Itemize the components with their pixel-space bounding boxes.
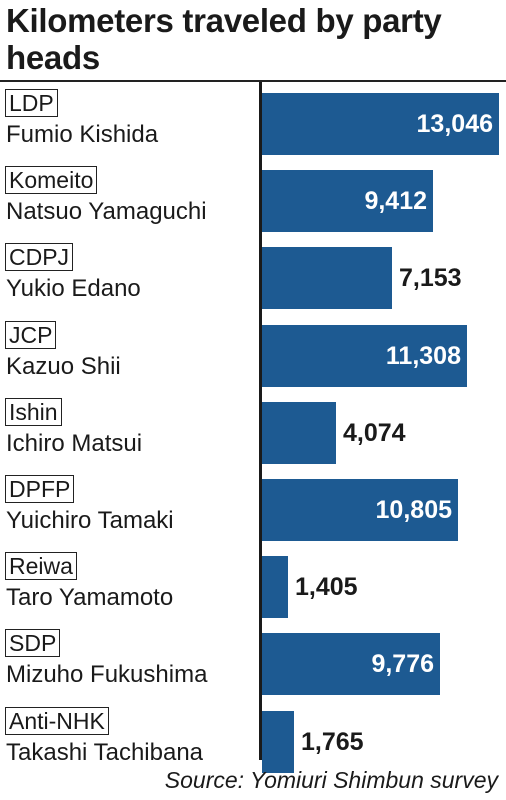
leader-label: Taro Yamamoto	[6, 584, 174, 612]
bar	[262, 170, 433, 233]
bar	[262, 710, 294, 773]
leader-label: Takashi Tachibana	[6, 738, 204, 766]
leader-label: Ichiro Matsui	[6, 429, 143, 457]
bar-row: Komeito Natsuo Yamaguchi 9,412	[0, 161, 506, 239]
leader-label: Natsuo Yamaguchi	[6, 198, 207, 226]
bar-value-label: 9,776	[371, 650, 434, 679]
chart-title: Kilometers traveled by party heads	[6, 2, 442, 76]
bar-value-label: 7,153	[399, 264, 462, 293]
leader-label: Fumio Kishida	[6, 121, 159, 148]
bar	[262, 324, 467, 387]
bar-value-label: 11,308	[385, 341, 461, 370]
leader-label: Kazuo Shii	[6, 352, 121, 380]
leader-label: Yukio Edano	[6, 275, 141, 303]
bar	[262, 479, 458, 541]
bar	[262, 247, 392, 310]
party-label: Ishin	[5, 397, 62, 426]
bar-row: LDP Fumio Kishida 13,046	[0, 84, 506, 162]
party-label: CDPJ	[5, 243, 74, 272]
bar	[262, 556, 288, 619]
bar-row: Ishin Ichiro Matsui 4,074	[0, 393, 506, 471]
party-label: DPFP	[5, 475, 75, 503]
bar-row: Anti-NHK Takashi Tachibana 1,765	[0, 702, 506, 780]
bar-value-label: 1,765	[301, 727, 364, 756]
bar-row: CDPJ Yukio Edano 7,153	[0, 238, 506, 316]
bar-row: DPFP Yuichiro Tamaki 10,805	[0, 470, 506, 548]
bar	[262, 401, 336, 464]
bar	[262, 93, 499, 155]
party-label: Komeito	[5, 166, 98, 195]
bar-value-label: 1,405	[295, 573, 358, 602]
bar-row: SDP Mizuho Fukushima 9,776	[0, 624, 506, 702]
source-note: Source: Yomiuri Shimbun survey	[164, 767, 498, 793]
bar-value-label: 9,412	[364, 187, 427, 216]
bar-value-label: 10,805	[375, 496, 452, 524]
bar-row: Reiwa Taro Yamamoto 1,405	[0, 547, 506, 625]
party-label: JCP	[5, 320, 57, 349]
bar-value-label: 13,046	[416, 110, 493, 138]
party-label: Anti-NHK	[5, 706, 109, 735]
party-label: Reiwa	[5, 552, 77, 581]
bar	[262, 633, 440, 696]
party-label: LDP	[5, 89, 58, 117]
bar-row: JCP Kazuo Shii 11,308	[0, 316, 506, 394]
leader-label: Mizuho Fukushima	[6, 661, 208, 689]
party-label: SDP	[5, 629, 61, 658]
bar-axis-line	[259, 82, 262, 760]
title-divider	[0, 80, 506, 82]
leader-label: Yuichiro Tamaki	[6, 507, 174, 534]
bar-value-label: 4,074	[343, 418, 406, 447]
